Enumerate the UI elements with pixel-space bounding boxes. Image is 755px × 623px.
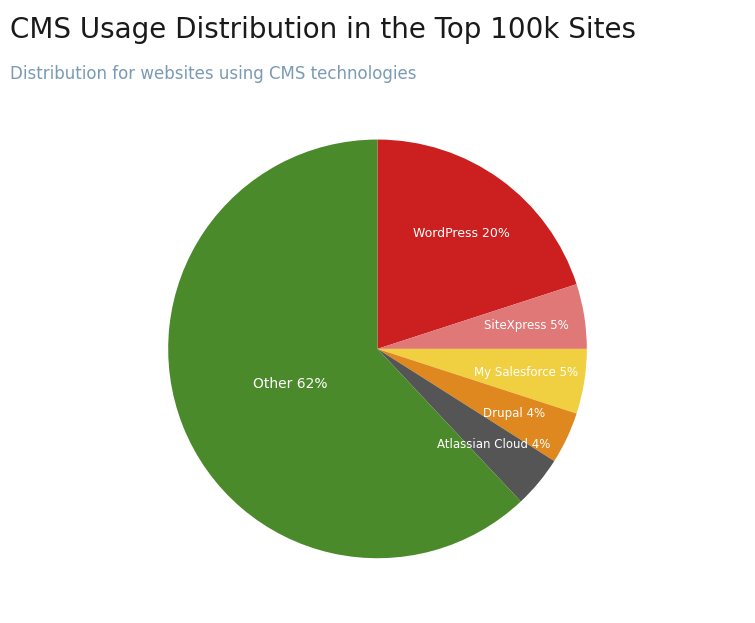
Wedge shape bbox=[378, 349, 587, 414]
Wedge shape bbox=[168, 140, 521, 558]
Text: Atlassian Cloud 4%: Atlassian Cloud 4% bbox=[437, 439, 550, 452]
Text: Drupal 4%: Drupal 4% bbox=[482, 407, 545, 419]
Wedge shape bbox=[378, 140, 577, 349]
Text: Other 62%: Other 62% bbox=[253, 376, 327, 391]
Text: My Salesforce 5%: My Salesforce 5% bbox=[474, 366, 578, 379]
Text: CMS Usage Distribution in the Top 100k Sites: CMS Usage Distribution in the Top 100k S… bbox=[10, 16, 636, 44]
Wedge shape bbox=[378, 349, 577, 461]
Text: SiteXpress 5%: SiteXpress 5% bbox=[484, 319, 569, 332]
Text: WordPress 20%: WordPress 20% bbox=[413, 227, 510, 240]
Wedge shape bbox=[378, 284, 587, 349]
Text: Distribution for websites using CMS technologies: Distribution for websites using CMS tech… bbox=[10, 65, 416, 83]
Wedge shape bbox=[378, 349, 554, 502]
